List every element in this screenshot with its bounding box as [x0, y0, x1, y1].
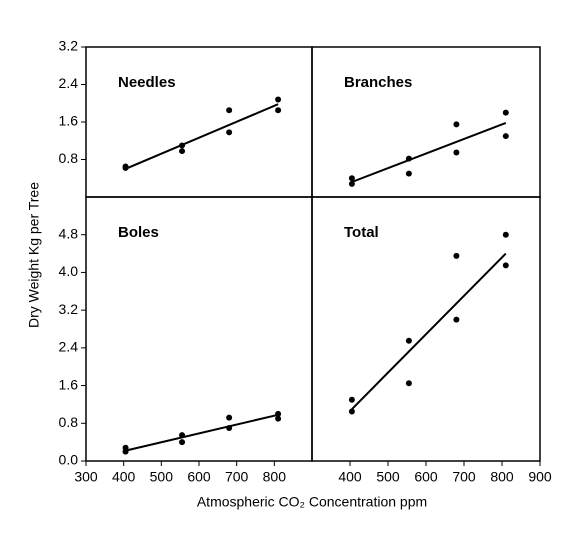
data-point [226, 425, 233, 431]
data-point [226, 107, 233, 114]
data-point [179, 148, 186, 155]
data-point [275, 107, 282, 114]
y-tick-label: 2.4 [59, 339, 79, 355]
data-point [348, 180, 355, 187]
data-point [405, 337, 412, 344]
data-point [226, 414, 233, 421]
data-point [453, 316, 460, 323]
data-point [348, 175, 355, 182]
data-point [348, 408, 355, 415]
data-point [226, 129, 233, 136]
trend-line [351, 252, 507, 410]
x-tick-label: 500 [376, 469, 400, 485]
y-tick-label: 2.4 [59, 75, 79, 91]
y-tick-label: 3.2 [59, 301, 79, 317]
data-point [275, 415, 282, 422]
y-tick-label: 0.8 [59, 150, 79, 166]
x-tick-label: 300 [74, 469, 98, 485]
panel-title: Branches [344, 74, 412, 91]
data-point [122, 448, 129, 455]
data-point [275, 410, 282, 417]
data-point [502, 262, 509, 269]
data-point [502, 133, 509, 140]
x-tick-label: 700 [452, 469, 476, 485]
x-tick-label: 600 [187, 469, 211, 485]
data-point [453, 252, 460, 259]
data-point [502, 109, 509, 116]
data-point [348, 396, 355, 403]
trend-line [125, 413, 279, 452]
data-point [502, 231, 509, 238]
data-point [453, 149, 460, 156]
data-point [453, 121, 460, 128]
x-tick-label: 400 [112, 469, 136, 485]
x-axis-label: Atmospheric CO₂ Concentration ppm [197, 494, 427, 510]
y-tick-label: 1.6 [59, 113, 79, 129]
panel-title: Total [344, 224, 379, 241]
y-tick-label: 4.8 [59, 225, 79, 241]
panel-frame [311, 46, 541, 198]
y-tick-label: 0.8 [59, 414, 79, 430]
trend-line [125, 103, 279, 170]
data-point [405, 170, 412, 177]
y-axis-label: Dry Weight Kg per Tree [26, 182, 42, 328]
x-tick-label: 900 [528, 469, 552, 485]
data-point [275, 96, 282, 103]
data-point [179, 439, 186, 446]
y-tick-label: 3.2 [59, 38, 79, 54]
data-point [179, 142, 186, 149]
x-tick-label: 800 [490, 469, 514, 485]
y-tick-label: 0.0 [59, 452, 79, 468]
panel-title: Needles [118, 74, 176, 91]
panel-title: Boles [118, 224, 159, 241]
x-tick-label: 500 [150, 469, 174, 485]
x-tick-label: 700 [225, 469, 249, 485]
y-tick-label: 1.6 [59, 376, 79, 392]
data-point [405, 155, 412, 162]
x-tick-label: 400 [338, 469, 362, 485]
data-point [122, 164, 129, 171]
trend-line [351, 122, 507, 183]
x-tick-label: 600 [414, 469, 438, 485]
x-tick-label: 800 [263, 469, 287, 485]
data-point [405, 380, 412, 387]
panel-frame [85, 46, 313, 198]
data-point [179, 432, 186, 439]
y-tick-label: 4.0 [59, 263, 79, 279]
